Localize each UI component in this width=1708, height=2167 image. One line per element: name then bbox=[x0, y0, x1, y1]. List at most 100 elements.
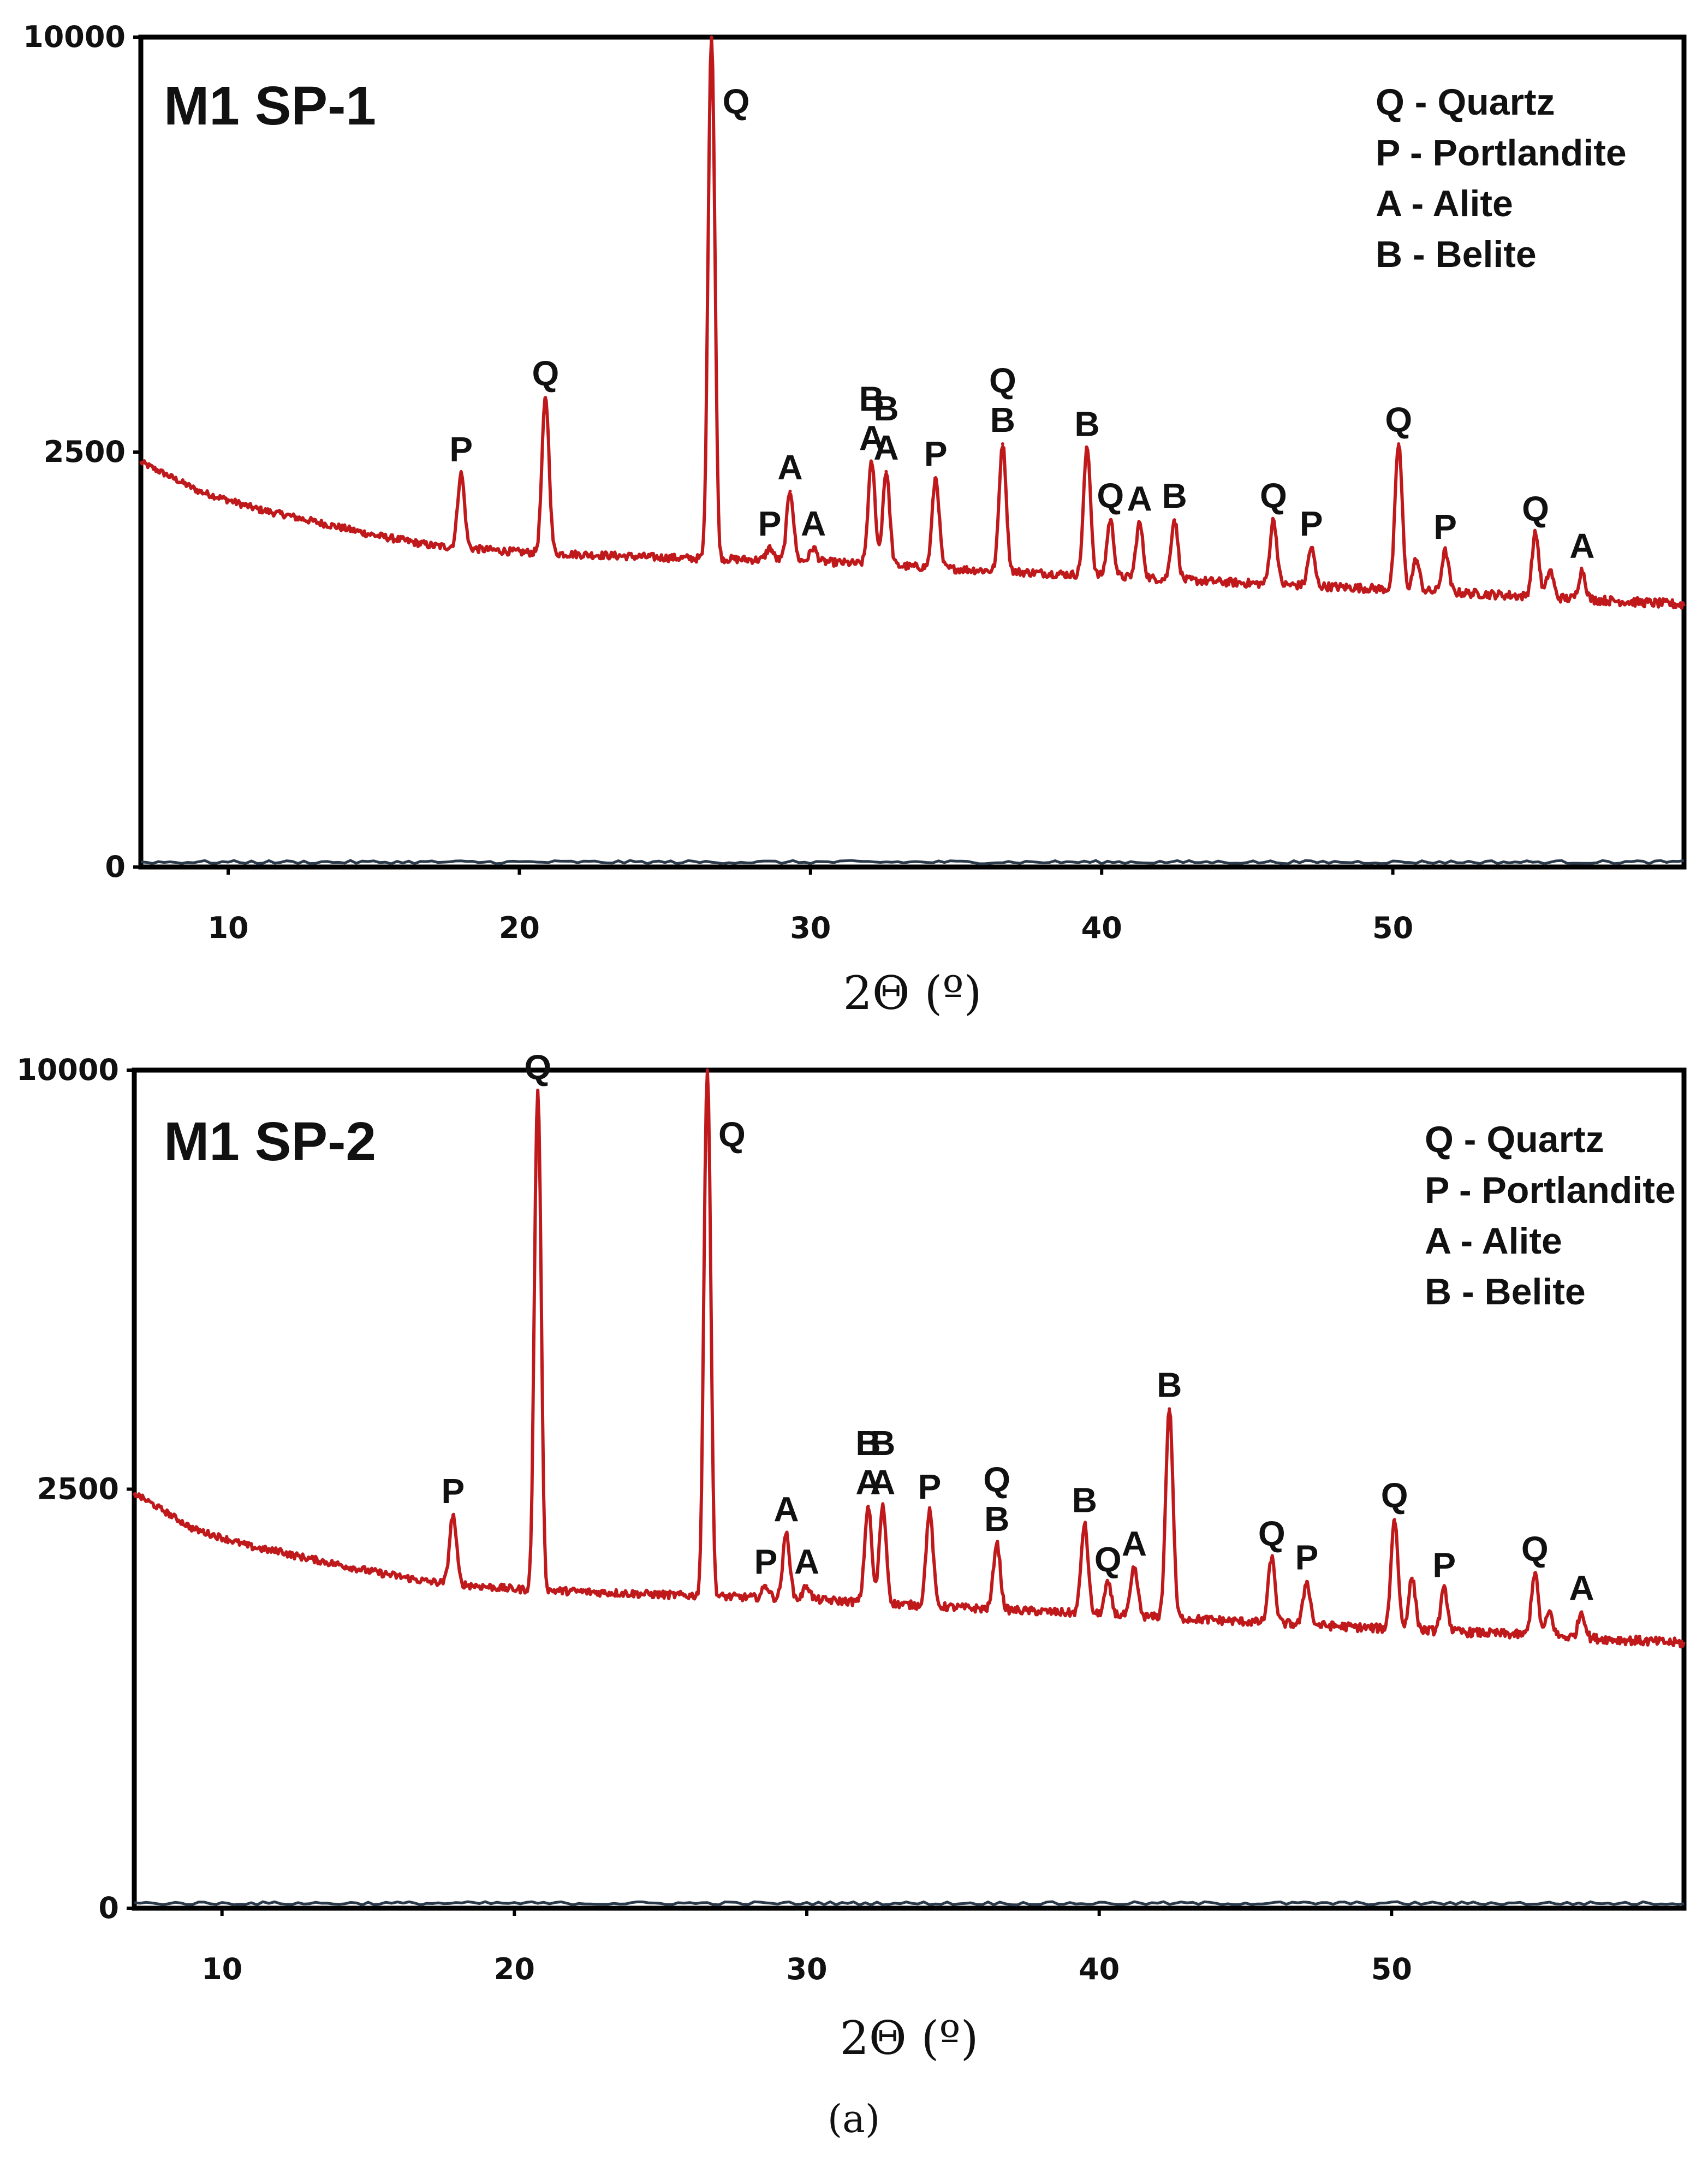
peak-label: Q bbox=[1522, 489, 1549, 529]
peak-marker bbox=[459, 472, 463, 476]
peak-marker bbox=[881, 1504, 885, 1508]
peak-label: Q bbox=[983, 1460, 1010, 1499]
peak-label: B bbox=[859, 379, 884, 418]
peak-marker bbox=[1548, 1610, 1551, 1614]
peak-label: A bbox=[1127, 479, 1152, 519]
peak-marker bbox=[1270, 1556, 1273, 1559]
peak-marker bbox=[1442, 1587, 1446, 1591]
peak-label: B bbox=[1074, 404, 1099, 443]
peak-marker bbox=[1533, 1571, 1537, 1575]
peak-label: P bbox=[754, 1542, 778, 1581]
peak-label: A bbox=[873, 428, 898, 467]
peak-label: P bbox=[1300, 504, 1323, 543]
peak-label: Q bbox=[1094, 1540, 1122, 1579]
peak-label: P bbox=[924, 434, 948, 473]
panel-title: M1 SP-2 bbox=[164, 1111, 376, 1172]
y-tick-label: 2500 bbox=[37, 1472, 119, 1506]
peak-label: Q bbox=[718, 1115, 746, 1154]
peak-marker bbox=[1443, 549, 1447, 553]
peak-label: A bbox=[773, 1490, 799, 1529]
peak-label: A bbox=[1122, 1524, 1147, 1563]
peak-label: P bbox=[918, 1467, 942, 1506]
peak-marker bbox=[1580, 568, 1584, 572]
peak-marker bbox=[1271, 518, 1275, 522]
peak-marker bbox=[1082, 1522, 1086, 1526]
peak-marker bbox=[1414, 558, 1418, 562]
peak-label: P bbox=[1295, 1538, 1319, 1577]
x-tick-label: 20 bbox=[494, 1952, 535, 1986]
peak-label: Q bbox=[1521, 1529, 1549, 1569]
peak-label: A bbox=[855, 1463, 880, 1502]
peak-label: A bbox=[859, 418, 884, 458]
peak-label: Q bbox=[1097, 476, 1124, 515]
peak-marker bbox=[812, 546, 816, 550]
peak-marker bbox=[1397, 442, 1401, 446]
peak-label: B bbox=[870, 1423, 895, 1463]
peak-label: B bbox=[1162, 476, 1187, 515]
peak-label: B bbox=[1157, 1365, 1182, 1404]
xrd-panel-2: 0 2500 10000 10 20 30 40 50 2Θ (º) M1 SP-2 Q - Qua… bbox=[16, 1048, 1687, 2065]
peak-marker bbox=[1138, 521, 1141, 525]
peak-marker bbox=[1106, 1582, 1110, 1586]
peak-marker bbox=[278, 1549, 282, 1553]
peak-label: B bbox=[1072, 1481, 1097, 1520]
x-tick-label: 30 bbox=[786, 1952, 827, 1986]
peak-label: Q bbox=[1385, 400, 1412, 440]
legend-entry: A - Alite bbox=[1425, 1220, 1562, 1262]
legend-entry: Q - Quartz bbox=[1425, 1119, 1604, 1160]
peak-label: A bbox=[777, 448, 802, 487]
legend-entry: P - Portlandite bbox=[1425, 1169, 1676, 1211]
peak-marker bbox=[1109, 518, 1112, 522]
peak-label: Q bbox=[532, 354, 560, 393]
zero-line-trace bbox=[134, 1900, 1685, 1907]
x-tick-label: 50 bbox=[1371, 1952, 1412, 1986]
peak-label: A bbox=[801, 504, 826, 543]
peak-label: Q bbox=[723, 82, 750, 121]
peak-marker bbox=[1548, 568, 1552, 572]
peak-marker bbox=[1392, 1518, 1396, 1522]
x-tick-label: 50 bbox=[1372, 911, 1413, 945]
peak-marker bbox=[995, 1541, 999, 1545]
x-tick-label: 40 bbox=[1079, 1952, 1120, 1986]
peak-label: A bbox=[1569, 526, 1594, 566]
peak-label: Q bbox=[1258, 1514, 1286, 1553]
y-tick-label: 0 bbox=[105, 850, 126, 884]
legend-entry: Q - Quartz bbox=[1376, 81, 1555, 123]
peak-marker bbox=[764, 1584, 768, 1588]
peak-marker bbox=[1305, 1580, 1308, 1583]
peak-label: P bbox=[442, 1471, 465, 1511]
figure-caption: (a) bbox=[828, 2097, 880, 2141]
peak-marker bbox=[1168, 1407, 1171, 1411]
legend-entry: P - Portlandite bbox=[1376, 132, 1627, 174]
legend-entry: A - Alite bbox=[1376, 183, 1513, 224]
peak-marker bbox=[284, 513, 288, 517]
peak-marker bbox=[927, 1509, 931, 1512]
y-tick-label: 10000 bbox=[23, 20, 126, 54]
peak-marker bbox=[710, 35, 713, 39]
peak-marker bbox=[1001, 442, 1004, 446]
x-axis-label: 2Θ (º) bbox=[840, 2011, 978, 2065]
x-tick-label: 30 bbox=[790, 911, 831, 945]
peak-marker bbox=[1173, 518, 1176, 522]
peak-marker bbox=[884, 470, 888, 473]
y-tick-label: 2500 bbox=[44, 435, 126, 469]
diffraction-series-line bbox=[139, 35, 1686, 610]
x-tick-label: 10 bbox=[207, 911, 248, 945]
legend-entry: B - Belite bbox=[1376, 234, 1537, 275]
peak-marker bbox=[1533, 531, 1537, 535]
peak-marker bbox=[1310, 546, 1313, 550]
y-tick-label: 0 bbox=[98, 1891, 119, 1925]
peak-marker bbox=[1132, 1566, 1136, 1570]
xrd-panel-1: 0 2500 10000 10 20 30 40 50 2Θ (º) M1 SP-1 Q - Qua… bbox=[23, 20, 1687, 1020]
peak-marker bbox=[536, 1089, 540, 1093]
peak-label: B bbox=[984, 1499, 1009, 1539]
peak-label: B bbox=[855, 1423, 880, 1463]
peak-label: B bbox=[990, 400, 1015, 440]
peak-label: A bbox=[1569, 1568, 1594, 1607]
peak-label: B bbox=[873, 389, 898, 428]
peak-marker bbox=[768, 546, 772, 550]
peak-label: Q bbox=[524, 1048, 551, 1087]
legend-entry: B - Belite bbox=[1425, 1271, 1586, 1313]
peak-label: A bbox=[870, 1463, 895, 1502]
